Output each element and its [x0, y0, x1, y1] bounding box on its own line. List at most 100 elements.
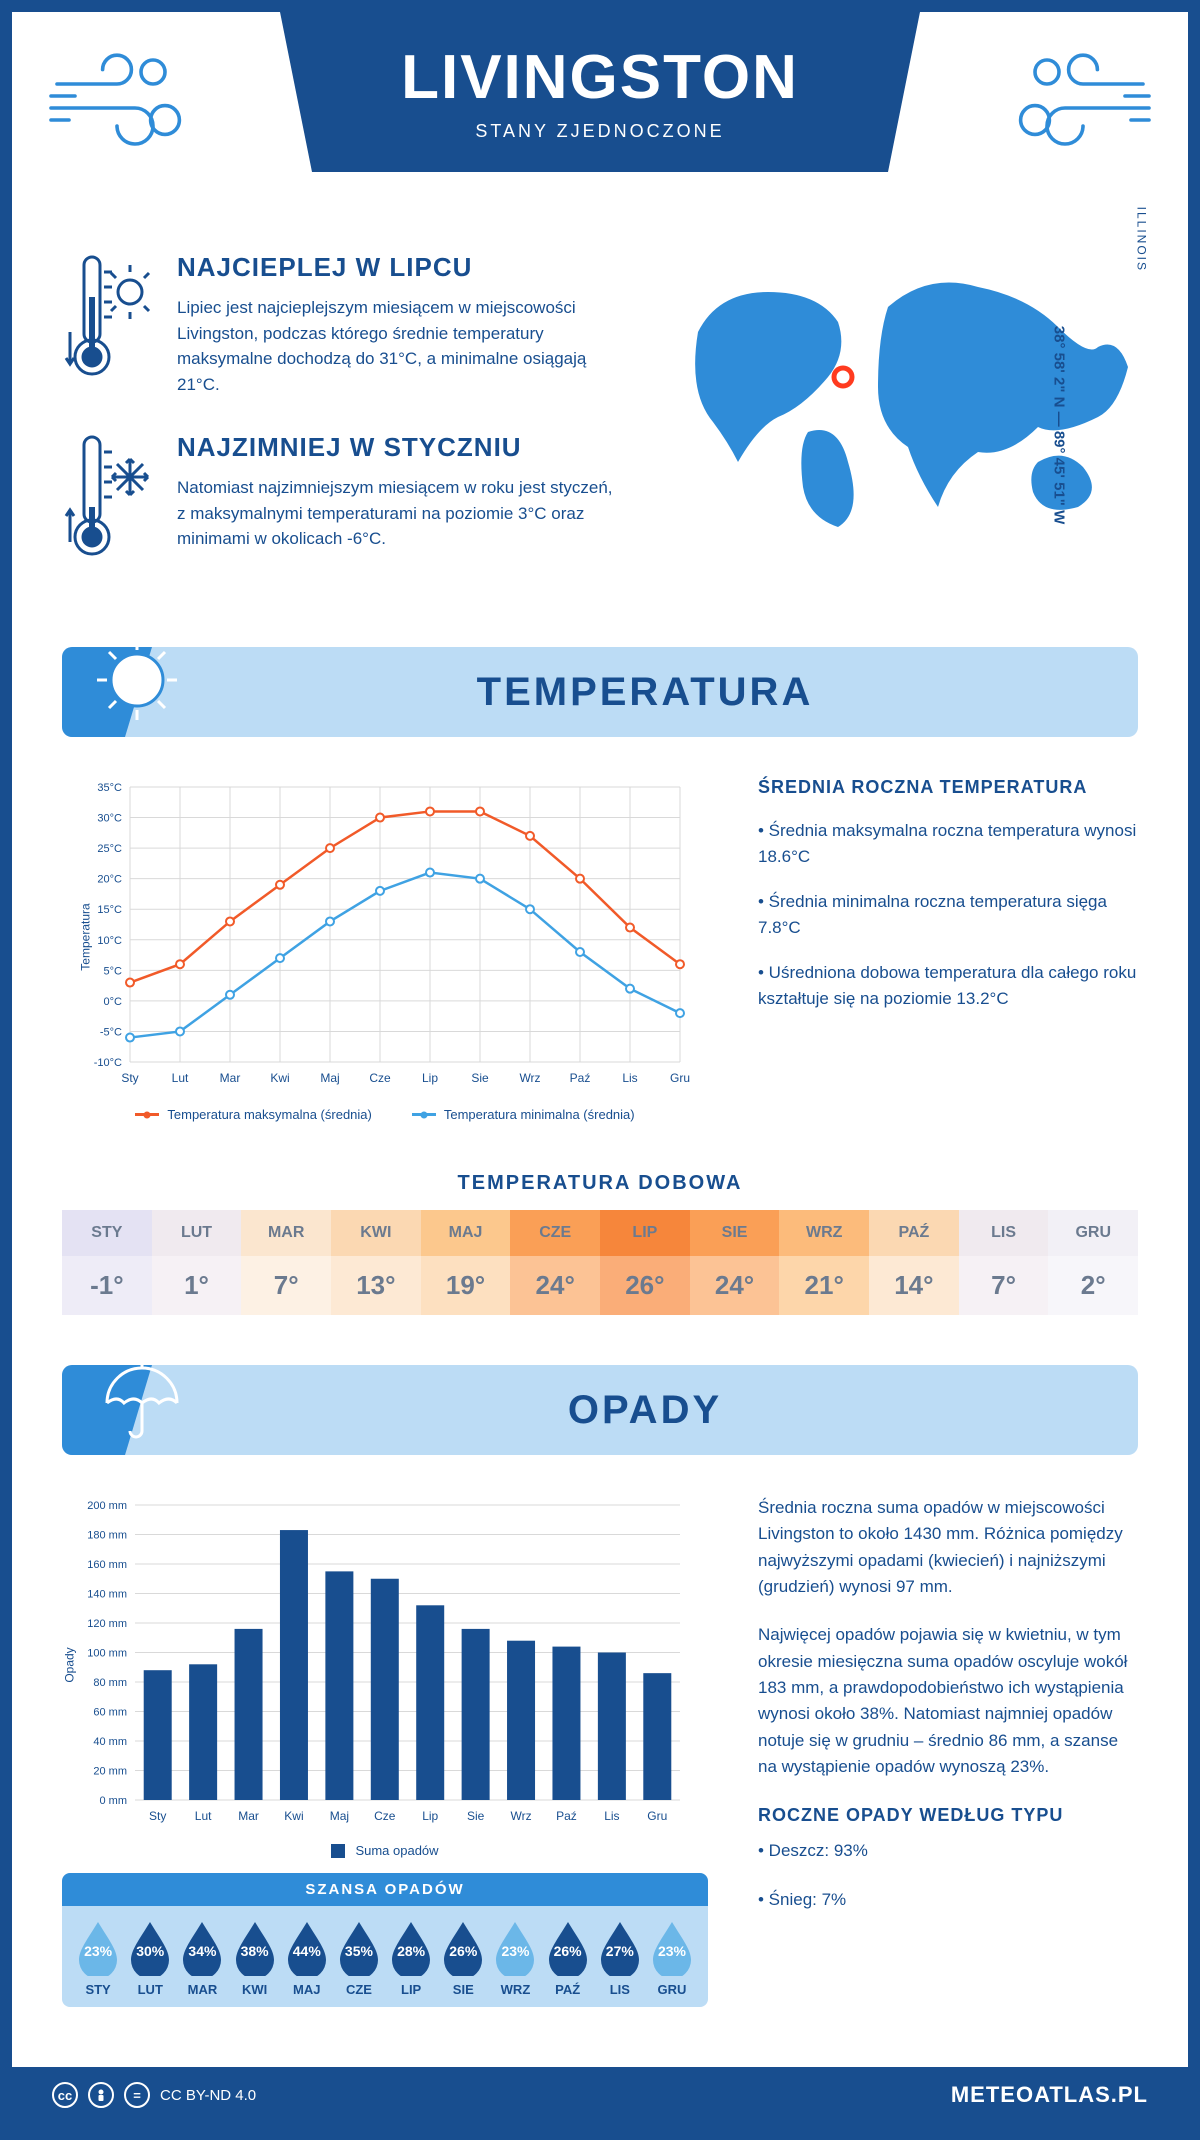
svg-text:Sie: Sie [467, 1809, 485, 1823]
section-header-temperature: TEMPERATURA [62, 647, 1138, 737]
precip-type-1: • Deszcz: 93% [758, 1838, 1138, 1864]
month-value-cell: 2° [1048, 1256, 1138, 1315]
by-icon [88, 2082, 114, 2108]
temp-bullet-3: • Uśredniona dobowa temperatura dla całe… [758, 960, 1138, 1011]
svg-text:30°C: 30°C [97, 813, 122, 825]
chance-drop: 28% LIP [385, 1920, 437, 1997]
svg-text:25°C: 25°C [97, 843, 122, 855]
svg-text:Kwi: Kwi [270, 1071, 289, 1085]
intro-section: NAJCIEPLEJ W LIPCU Lipiec jest najcieple… [12, 212, 1188, 647]
cc-icon: cc [52, 2082, 78, 2108]
site-name: METEOATLAS.PL [951, 2082, 1148, 2108]
month-value-cell: 26° [600, 1256, 690, 1315]
temp-info-title: ŚREDNIA ROCZNA TEMPERATURA [758, 777, 1138, 798]
month-head-cell: MAR [241, 1210, 331, 1256]
svg-text:60 mm: 60 mm [93, 1707, 127, 1719]
svg-text:Mar: Mar [238, 1809, 259, 1823]
chance-title: SZANSA OPADÓW [62, 1873, 708, 1906]
precip-para-2: Najwięcej opadów pojawia się w kwietniu,… [758, 1622, 1138, 1780]
map-block: ILLINOIS 38° 58' 2" N — 89° 45' 51" W [658, 252, 1138, 597]
month-head-cell: LUT [152, 1210, 242, 1256]
temperature-title: TEMPERATURA [152, 670, 1138, 715]
coldest-title: NAJZIMNIEJ W STYCZNIU [177, 432, 618, 463]
svg-text:15°C: 15°C [97, 904, 122, 916]
temperature-info: ŚREDNIA ROCZNA TEMPERATURA • Średnia mak… [758, 777, 1138, 1122]
svg-text:-10°C: -10°C [94, 1057, 122, 1069]
svg-text:100 mm: 100 mm [87, 1648, 127, 1660]
month-value-cell: 13° [331, 1256, 421, 1315]
temperature-line-chart: -10°C-5°C0°C5°C10°C15°C20°C25°C30°C35°CS… [62, 777, 708, 1097]
section-header-precipitation: OPADY [62, 1365, 1138, 1455]
legend-min: Temperatura minimalna (średnia) [412, 1107, 635, 1122]
svg-text:Lis: Lis [604, 1809, 619, 1823]
svg-text:Mar: Mar [220, 1071, 241, 1085]
footer: cc = CC BY-ND 4.0 METEOATLAS.PL [12, 2067, 1188, 2123]
sun-icon [92, 635, 182, 725]
precip-type-2: • Śnieg: 7% [758, 1887, 1138, 1913]
region-label: ILLINOIS [1134, 207, 1148, 272]
chance-drop: 34% MAR [176, 1920, 228, 1997]
chance-drop: 44% MAJ [281, 1920, 333, 1997]
temp-bullet-1: • Średnia maksymalna roczna temperatura … [758, 818, 1138, 869]
svg-text:Lut: Lut [172, 1071, 189, 1085]
svg-text:Lut: Lut [195, 1809, 212, 1823]
month-value-cell: 14° [869, 1256, 959, 1315]
svg-text:Lip: Lip [422, 1071, 438, 1085]
month-value-cell: 24° [690, 1256, 780, 1315]
svg-text:Lis: Lis [622, 1071, 637, 1085]
country-subtitle: STANY ZJEDNOCZONE [475, 121, 724, 142]
svg-text:180 mm: 180 mm [87, 1530, 127, 1542]
svg-text:Gru: Gru [670, 1071, 690, 1085]
svg-text:10°C: 10°C [97, 935, 122, 947]
chance-drop: 26% PAŹ [542, 1920, 594, 1997]
chance-drop: 26% SIE [437, 1920, 489, 1997]
svg-text:200 mm: 200 mm [87, 1500, 127, 1512]
thermometer-cold-icon [62, 432, 152, 562]
precip-chance-box: SZANSA OPADÓW 23% STY 30% LUT 34% MAR 38… [62, 1873, 708, 2007]
svg-text:0°C: 0°C [104, 996, 123, 1008]
month-head-cell: STY [62, 1210, 152, 1256]
chance-drop: 23% GRU [646, 1920, 698, 1997]
month-head-cell: CZE [510, 1210, 600, 1256]
coldest-block: NAJZIMNIEJ W STYCZNIU Natomiast najzimni… [62, 432, 618, 562]
svg-text:Lip: Lip [422, 1809, 438, 1823]
svg-text:80 mm: 80 mm [93, 1677, 127, 1689]
svg-text:20°C: 20°C [97, 874, 122, 886]
license-badges: cc = CC BY-ND 4.0 [52, 2082, 256, 2108]
svg-text:5°C: 5°C [104, 965, 123, 977]
precip-type-title: ROCZNE OPADY WEDŁUG TYPU [758, 1805, 1138, 1826]
header: LIVINGSTON STANY ZJEDNOCZONE [12, 12, 1188, 212]
header-banner: LIVINGSTON STANY ZJEDNOCZONE [280, 12, 920, 172]
chance-drop: 23% WRZ [489, 1920, 541, 1997]
month-head-cell: PAŹ [869, 1210, 959, 1256]
wind-icon-right [1008, 42, 1158, 162]
precip-legend: Suma opadów [62, 1843, 708, 1858]
svg-text:Maj: Maj [330, 1809, 349, 1823]
svg-text:Cze: Cze [369, 1071, 391, 1085]
svg-text:Wrz: Wrz [510, 1809, 531, 1823]
coordinates: 38° 58' 2" N — 89° 45' 51" W [1050, 325, 1067, 523]
coldest-text: Natomiast najzimniejszym miesiącem w rok… [177, 475, 618, 552]
month-value-cell: 21° [779, 1256, 869, 1315]
warmest-block: NAJCIEPLEJ W LIPCU Lipiec jest najcieple… [62, 252, 618, 397]
month-head-cell: KWI [331, 1210, 421, 1256]
svg-text:Sty: Sty [149, 1809, 166, 1823]
svg-text:35°C: 35°C [97, 782, 122, 794]
svg-text:Sie: Sie [471, 1071, 489, 1085]
month-head-cell: GRU [1048, 1210, 1138, 1256]
daily-temp-title: TEMPERATURA DOBOWA [12, 1172, 1188, 1195]
legend-max: Temperatura maksymalna (średnia) [135, 1107, 371, 1122]
svg-text:40 mm: 40 mm [93, 1736, 127, 1748]
precipitation-title: OPADY [152, 1388, 1138, 1433]
warmest-text: Lipiec jest najcieplejszym miesiącem w m… [177, 295, 618, 397]
precip-para-1: Średnia roczna suma opadów w miejscowośc… [758, 1495, 1138, 1600]
chance-drop: 30% LUT [124, 1920, 176, 1997]
month-value-cell: 19° [421, 1256, 511, 1315]
month-value-cell: 24° [510, 1256, 600, 1315]
svg-text:Kwi: Kwi [284, 1809, 303, 1823]
month-head-cell: WRZ [779, 1210, 869, 1256]
temp-chart-ylabel: Temperatura [79, 903, 93, 970]
precipitation-bar-chart: Opady 0 mm20 mm40 mm60 mm80 mm100 mm120 … [62, 1495, 708, 1835]
svg-text:0 mm: 0 mm [100, 1795, 128, 1807]
warmest-title: NAJCIEPLEJ W LIPCU [177, 252, 618, 283]
